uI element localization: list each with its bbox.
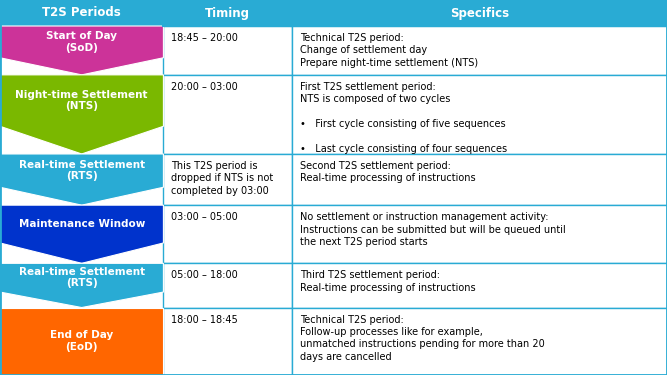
- Polygon shape: [0, 75, 163, 154]
- Bar: [163, 75, 292, 154]
- Bar: [163, 154, 292, 205]
- Text: Real-time Settlement
(RTS): Real-time Settlement (RTS): [19, 267, 145, 288]
- Text: 18:45 – 20:00: 18:45 – 20:00: [171, 33, 238, 43]
- Bar: [163, 308, 292, 375]
- Polygon shape: [0, 26, 163, 75]
- Text: 18:00 – 18:45: 18:00 – 18:45: [171, 315, 238, 324]
- Text: No settlement or instruction management activity:
Instructions can be submitted : No settlement or instruction management …: [300, 212, 566, 247]
- Text: First T2S settlement period:
NTS is composed of two cycles

•   First cycle cons: First T2S settlement period: NTS is comp…: [300, 82, 508, 154]
- Bar: [292, 26, 667, 75]
- Text: Technical T2S period:
Change of settlement day
Prepare night-time settlement (NT: Technical T2S period: Change of settleme…: [300, 33, 478, 68]
- Bar: [163, 0, 292, 26]
- Bar: [163, 26, 292, 75]
- Bar: [292, 263, 667, 308]
- Text: 05:00 – 18:00: 05:00 – 18:00: [171, 270, 238, 280]
- Text: 03:00 – 05:00: 03:00 – 05:00: [171, 212, 238, 222]
- Text: Maintenance Window: Maintenance Window: [19, 219, 145, 229]
- Text: Third T2S settlement period:
Real-time processing of instructions: Third T2S settlement period: Real-time p…: [300, 270, 476, 293]
- Text: Real-time Settlement
(RTS): Real-time Settlement (RTS): [19, 160, 145, 182]
- Polygon shape: [0, 308, 163, 375]
- Text: This T2S period is
dropped if NTS is not
completed by 03:00: This T2S period is dropped if NTS is not…: [171, 161, 273, 196]
- Bar: [163, 263, 292, 308]
- Bar: [292, 154, 667, 205]
- Polygon shape: [0, 205, 163, 263]
- Text: T2S Periods: T2S Periods: [42, 6, 121, 20]
- Bar: [292, 75, 667, 154]
- Text: End of Day
(EoD): End of Day (EoD): [50, 330, 113, 352]
- Text: Timing: Timing: [205, 6, 250, 20]
- Bar: [163, 205, 292, 263]
- Bar: [292, 0, 667, 26]
- Bar: [0, 0, 163, 26]
- Text: Start of Day
(SoD): Start of Day (SoD): [46, 31, 117, 52]
- Polygon shape: [0, 263, 163, 308]
- Text: 20:00 – 03:00: 20:00 – 03:00: [171, 82, 238, 92]
- Text: Specifics: Specifics: [450, 6, 509, 20]
- Bar: [292, 308, 667, 375]
- Polygon shape: [0, 154, 163, 205]
- Text: Night-time Settlement
(NTS): Night-time Settlement (NTS): [15, 90, 148, 111]
- Text: Second T2S settlement period:
Real-time processing of instructions: Second T2S settlement period: Real-time …: [300, 161, 476, 183]
- Bar: [292, 205, 667, 263]
- Text: Technical T2S period:
Follow-up processes like for example,
unmatched instructio: Technical T2S period: Follow-up processe…: [300, 315, 545, 362]
